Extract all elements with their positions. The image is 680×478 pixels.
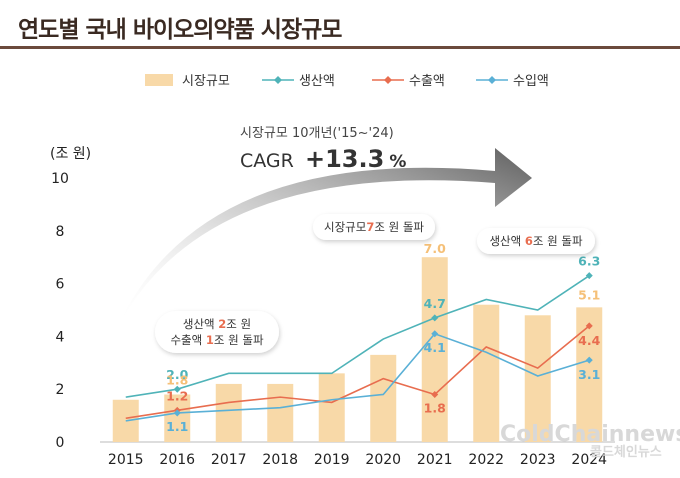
bar: [473, 304, 500, 442]
annotation-bubble: [155, 311, 279, 353]
x-tick-label: 2015: [108, 452, 144, 468]
bar: [421, 257, 448, 442]
cagr-text: CAGR +13.3 %: [240, 145, 406, 173]
data-label: 2.0: [166, 367, 188, 382]
legend-swatch-bar: [145, 74, 173, 86]
y-tick-label: 10: [51, 171, 69, 187]
series-marker: [431, 314, 439, 322]
cagr-caption: 시장규모 10개년('15~'24): [240, 126, 394, 141]
legend-swatch-marker: [274, 76, 282, 84]
series-line: [125, 332, 590, 422]
series-line: [125, 325, 590, 420]
series-marker: [585, 356, 593, 364]
bar: [524, 315, 551, 442]
series-marker: [585, 272, 593, 280]
series-marker: [585, 322, 593, 330]
bar: [318, 373, 345, 442]
series-marker: [173, 385, 181, 393]
legend-swatch-marker: [384, 76, 392, 84]
y-tick-label: 2: [56, 382, 65, 398]
data-label: 4.1: [424, 340, 446, 355]
legend: 시장규모 생산액 수출액 수입액: [145, 74, 549, 89]
y-axis-unit: (조 원): [50, 146, 91, 162]
x-tick-label: 2018: [262, 452, 298, 468]
annotation-text: 생산액 2조 원: [183, 317, 251, 331]
y-tick-label: 6: [56, 277, 65, 293]
lines: [125, 272, 593, 422]
series-marker: [431, 390, 439, 398]
cagr-value: +13.3: [305, 145, 384, 173]
legend-swatch-marker: [488, 76, 496, 84]
data-label: 1.8: [424, 400, 446, 415]
data-label: 7.0: [424, 241, 446, 256]
x-tick-label: 2020: [365, 452, 401, 468]
annotation-segment: 생산액: [183, 317, 218, 331]
bar: [164, 394, 191, 442]
x-tick-label: 2019: [314, 452, 350, 468]
annotation-segment: 2: [218, 317, 226, 331]
annotation-segment: 조 원 돌파: [374, 220, 424, 234]
data-label: 4.7: [424, 296, 446, 311]
annotation-text: 시장규모7조 원 돌파: [324, 220, 424, 234]
legend-label: 수출액: [409, 74, 445, 89]
x-tick-label: 2021: [417, 452, 453, 468]
data-label: 1.1: [166, 419, 188, 434]
x-tick-label: 2016: [159, 452, 195, 468]
bars: [112, 257, 603, 442]
title-divider: [0, 46, 680, 49]
annotation-segment: 1: [206, 333, 214, 347]
annotation-segment: 시장규모: [324, 220, 366, 234]
y-tick-label: 4: [56, 329, 65, 345]
chart-title: 연도별 국내 바이오의약품 시장규모: [18, 17, 342, 43]
annotation-segment: 6: [525, 234, 533, 248]
x-tick-label: 2023: [520, 452, 556, 468]
bar: [215, 383, 242, 442]
cagr-suffix: %: [389, 152, 406, 172]
growth-arrow: [116, 148, 532, 330]
annotation-segment: 생산액: [489, 234, 524, 248]
x-tick-label: 2024: [571, 452, 607, 468]
annotation-segment: 조 원: [226, 317, 251, 331]
annotation-segment: 7: [366, 220, 374, 234]
annotation-segment: 조 원 돌파: [533, 234, 583, 248]
cagr-label: CAGR: [240, 150, 294, 172]
data-label: 1.8: [166, 372, 188, 387]
annotation-text: 생산액 6조 원 돌파: [489, 234, 582, 248]
series-marker: [173, 409, 181, 417]
data-labels: 2.01.81.21.17.04.74.11.86.35.14.43.1: [166, 241, 600, 434]
y-tick-label: 0: [56, 435, 65, 451]
data-label: 3.1: [578, 367, 600, 382]
series-marker: [431, 330, 439, 338]
watermark: ColdChainnews: [500, 422, 680, 447]
annotation-bubble: [313, 214, 435, 240]
x-tick-label: 2022: [468, 452, 504, 468]
x-tick-label: 2017: [211, 452, 247, 468]
bar: [370, 354, 397, 442]
annotation-segment: 조 원 돌파: [214, 333, 264, 347]
data-label: 1.2: [166, 388, 188, 403]
data-label: 6.3: [578, 254, 600, 269]
bar: [267, 383, 294, 442]
annotation-segment: 수출액: [170, 333, 205, 347]
legend-label: 수입액: [513, 74, 549, 89]
watermark-sub: 콜드체인뉴스: [590, 444, 662, 460]
legend-label: 시장규모: [182, 74, 230, 89]
data-label: 4.4: [578, 333, 600, 348]
data-label: 5.1: [578, 287, 600, 302]
bar: [576, 307, 603, 442]
series-line: [125, 275, 590, 398]
y-tick-label: 8: [56, 224, 65, 240]
annotation-bubble: [477, 228, 595, 254]
annotation-text: 수출액 1조 원 돌파: [170, 333, 263, 347]
legend-label: 생산액: [299, 74, 335, 89]
